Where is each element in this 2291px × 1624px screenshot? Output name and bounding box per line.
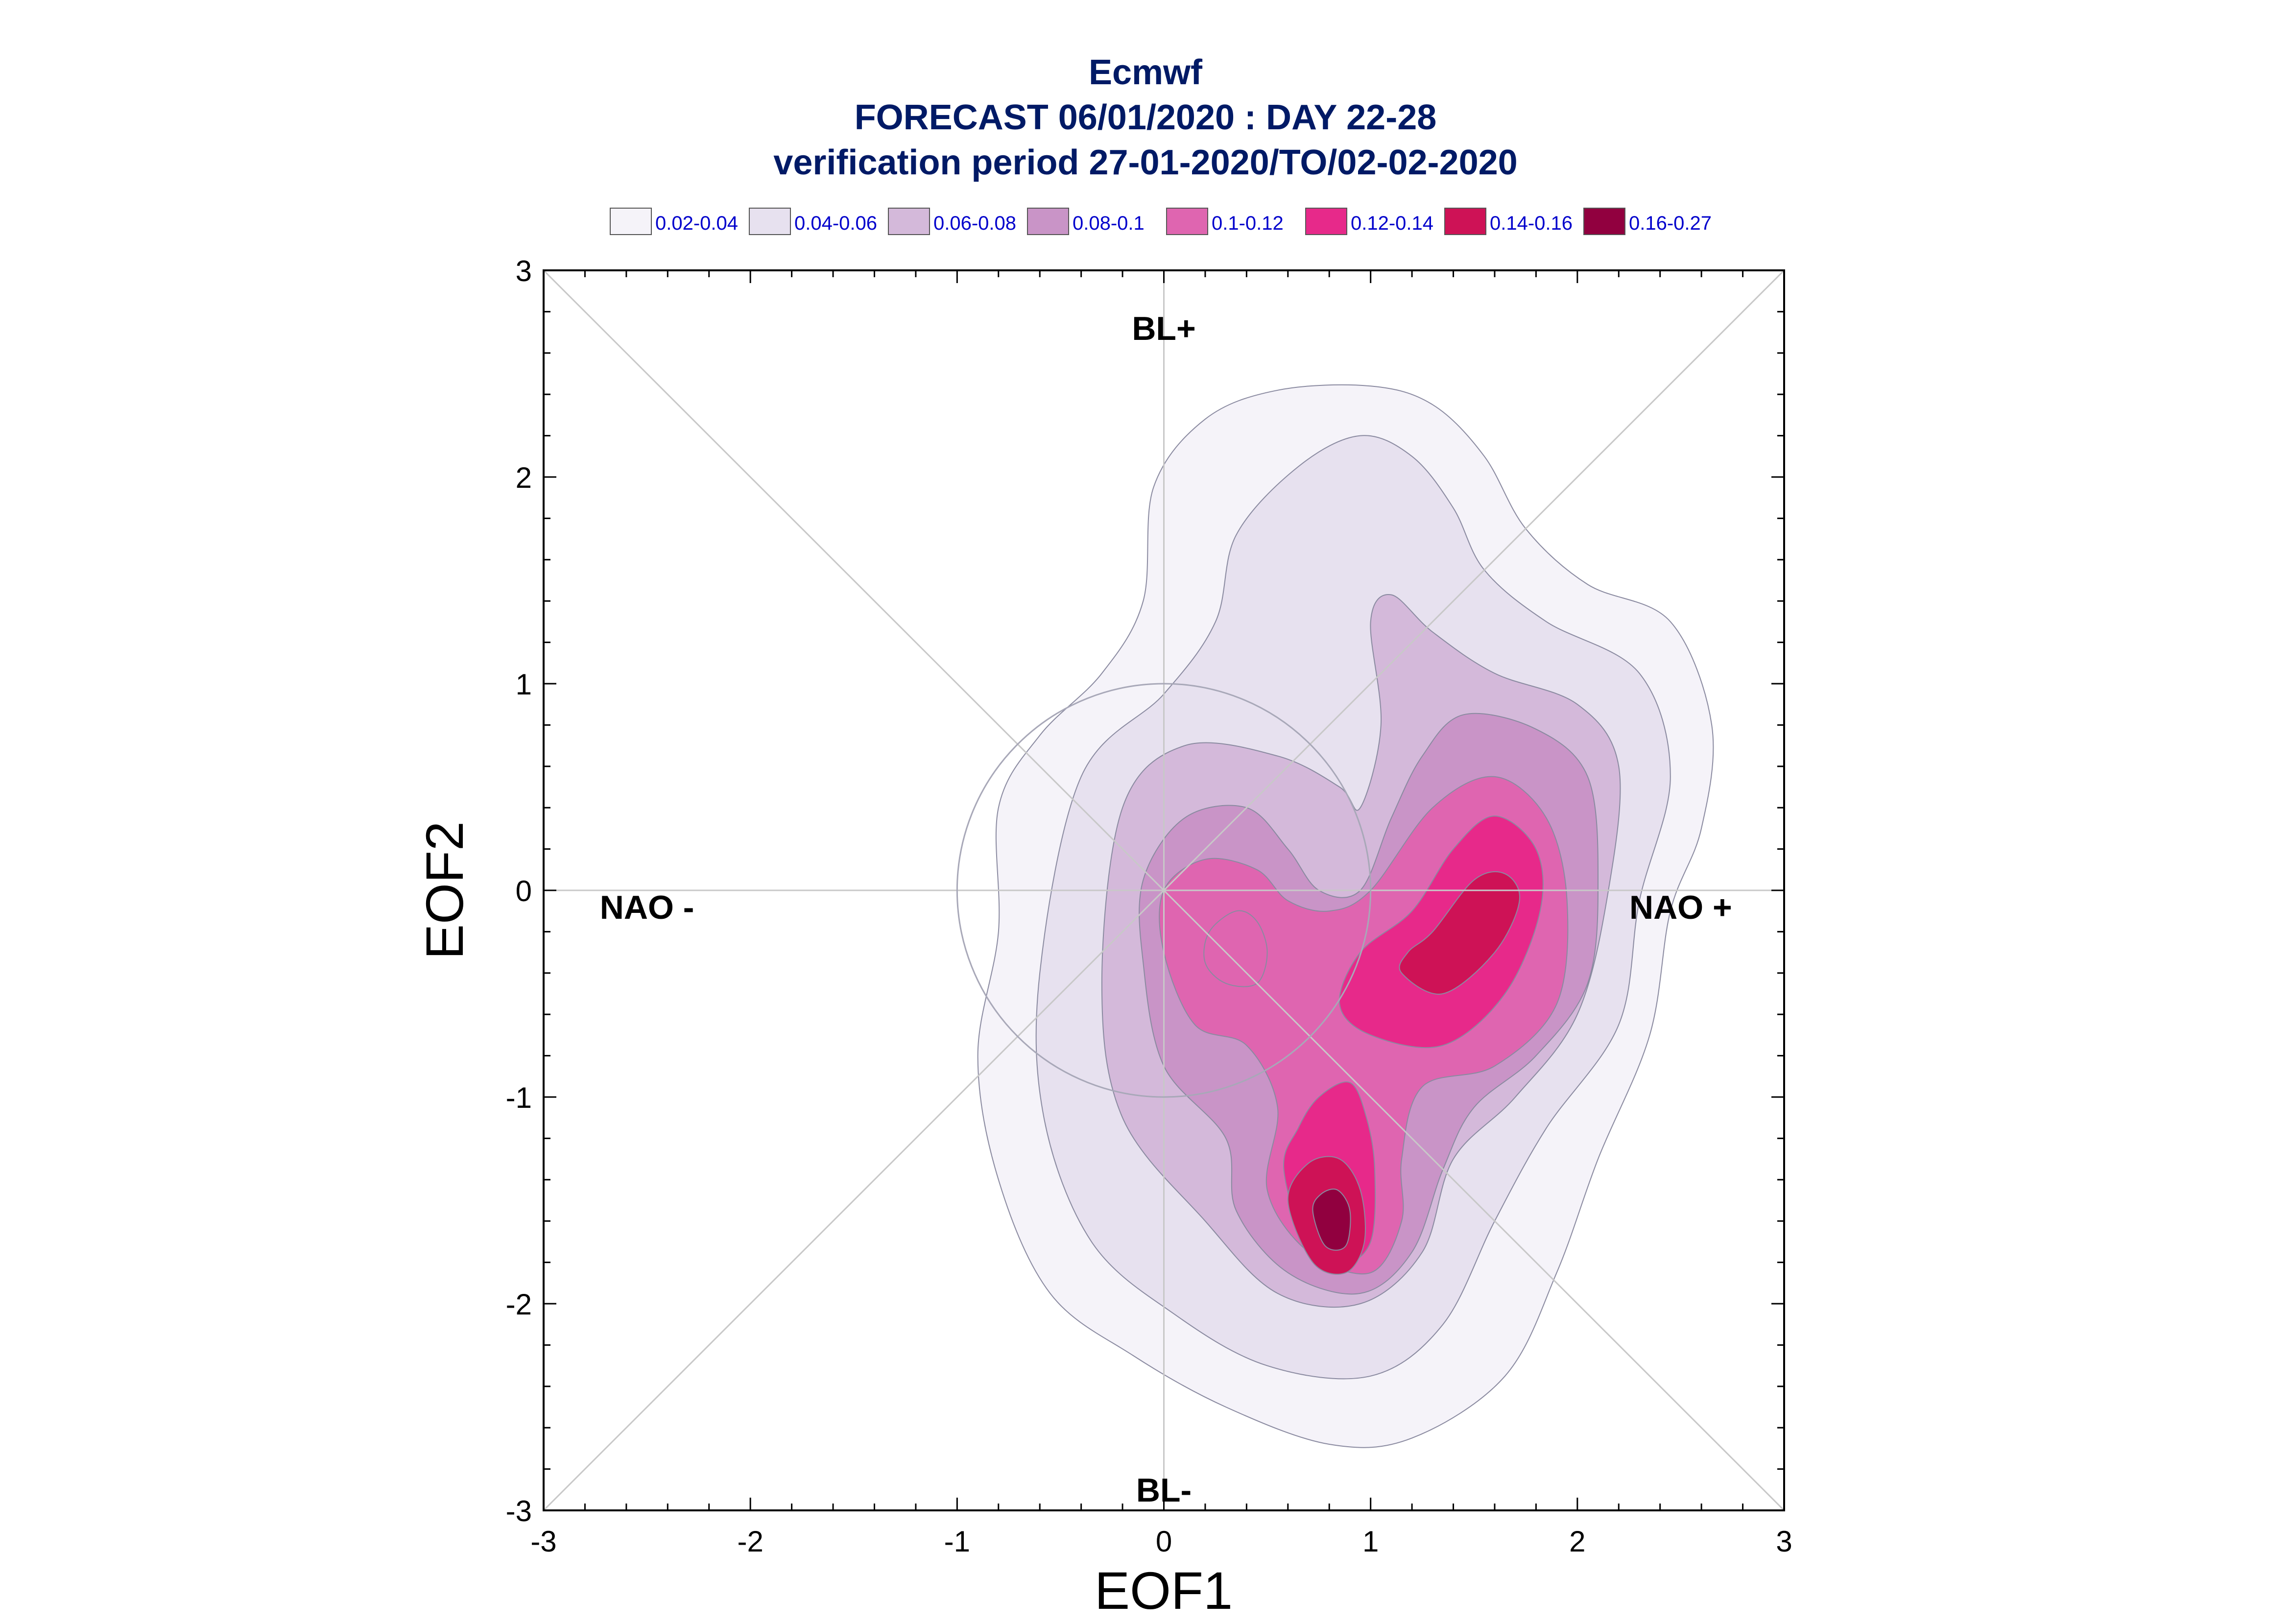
- chart-title: Ecmwf: [1089, 53, 1203, 92]
- legend-label-2: 0.04-0.06: [794, 213, 877, 234]
- x-tick-label: 3: [1776, 1525, 1792, 1558]
- density-contour-9: [1399, 871, 1521, 995]
- y-tick-label: -2: [506, 1288, 532, 1321]
- legend-label-1: 0.02-0.04: [655, 213, 738, 234]
- legend-label-6: 0.12-0.14: [1351, 213, 1433, 234]
- legend-swatch-5: [1166, 208, 1208, 235]
- regime-label-3: NAO -: [600, 889, 694, 926]
- x-tick-label: -2: [737, 1525, 763, 1558]
- regime-label-2: BL-: [1136, 1472, 1192, 1509]
- y-tick-label: -1: [506, 1081, 532, 1114]
- legend-label-7: 0.14-0.16: [1490, 213, 1573, 234]
- legend-label-5: 0.1-0.12: [1212, 213, 1284, 234]
- regime-label-1: BL+: [1132, 310, 1195, 347]
- regime-labels: BL+ BL- NAO - NAO +: [600, 310, 1732, 1509]
- contour-layer: [977, 384, 1714, 1448]
- x-tick-label: -1: [944, 1525, 970, 1558]
- x-tick-label: 2: [1569, 1525, 1585, 1558]
- density-contour-8: [1203, 910, 1268, 987]
- y-axis-label: EOF2: [415, 821, 474, 959]
- x-tick-label: 0: [1156, 1525, 1172, 1558]
- y-tick-label: 0: [516, 875, 532, 908]
- legend-swatch-4: [1027, 208, 1069, 235]
- legend-swatch-6: [1305, 208, 1347, 235]
- y-tick-label: 3: [516, 255, 532, 287]
- x-axis-label: EOF1: [1095, 1561, 1233, 1620]
- regime-label-4: NAO +: [1629, 889, 1732, 926]
- legend-swatch-3: [888, 208, 930, 235]
- legend-label-3: 0.06-0.08: [933, 213, 1016, 234]
- title-group: Ecmwf FORECAST 06/01/2020 : DAY 22-28 ve…: [773, 53, 1517, 182]
- tick-labels: -3 -2 -1 0 1 2 3 -3 -2 -1 0 1 2 3: [506, 255, 1792, 1558]
- legend-swatch-2: [749, 208, 791, 235]
- y-tick-label: 2: [516, 461, 532, 494]
- y-tick-label: -3: [506, 1495, 532, 1528]
- legend-label-4: 0.08-0.1: [1073, 213, 1145, 234]
- density-contour-11: [1312, 1188, 1351, 1251]
- y-tick-label: 1: [516, 668, 532, 701]
- axes: [543, 269, 1785, 1511]
- legend-label-8: 0.16-0.27: [1629, 213, 1712, 234]
- unit-circle: [956, 683, 1372, 1098]
- chart-subtitle-2: verification period 27-01-2020/TO/02-02-…: [773, 143, 1517, 182]
- legend-swatch-8: [1583, 208, 1625, 235]
- chart-subtitle: FORECAST 06/01/2020 : DAY 22-28: [855, 98, 1437, 137]
- reference-lines: [544, 270, 1784, 1510]
- legend-swatch-1: [610, 208, 652, 235]
- legend-swatch-7: [1444, 208, 1486, 235]
- x-tick-label: -3: [530, 1525, 556, 1558]
- x-tick-label: 1: [1362, 1525, 1379, 1558]
- legend: 0.02-0.04 0.04-0.06 0.06-0.08 0.08-0.1 0.1-0…: [610, 208, 1712, 235]
